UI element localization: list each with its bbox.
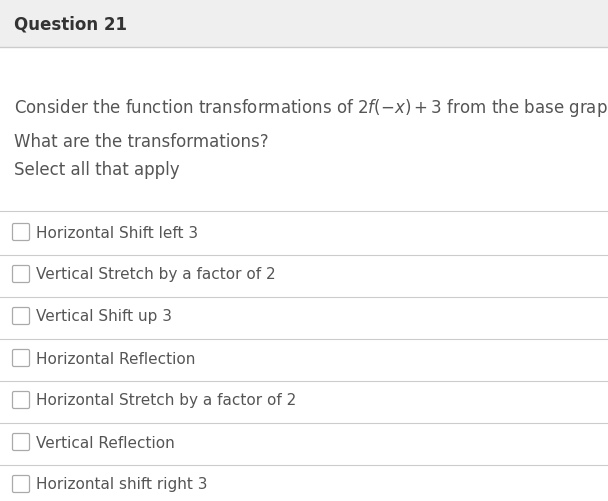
Text: Horizontal Reflection: Horizontal Reflection xyxy=(36,351,195,366)
Text: Question 21: Question 21 xyxy=(14,15,127,33)
Text: Horizontal shift right 3: Horizontal shift right 3 xyxy=(36,476,207,491)
Text: Vertical Reflection: Vertical Reflection xyxy=(36,435,174,449)
Text: Vertical Stretch by a factor of 2: Vertical Stretch by a factor of 2 xyxy=(36,267,275,282)
FancyBboxPatch shape xyxy=(13,350,30,367)
Text: What are the transformations?: What are the transformations? xyxy=(14,133,269,151)
FancyBboxPatch shape xyxy=(13,308,30,325)
Text: Horizontal Stretch by a factor of 2: Horizontal Stretch by a factor of 2 xyxy=(36,393,296,408)
FancyBboxPatch shape xyxy=(13,392,30,409)
FancyBboxPatch shape xyxy=(13,434,30,450)
Text: Horizontal Shift left 3: Horizontal Shift left 3 xyxy=(36,225,198,240)
FancyBboxPatch shape xyxy=(13,475,30,492)
Text: Consider the function transformations of $2f(-x)+3$ from the base graph of f(x).: Consider the function transformations of… xyxy=(14,97,608,119)
FancyBboxPatch shape xyxy=(13,266,30,283)
Text: Vertical Shift up 3: Vertical Shift up 3 xyxy=(36,309,172,324)
Text: Select all that apply: Select all that apply xyxy=(14,161,179,179)
FancyBboxPatch shape xyxy=(13,224,30,241)
Bar xyxy=(0,0,608,48)
